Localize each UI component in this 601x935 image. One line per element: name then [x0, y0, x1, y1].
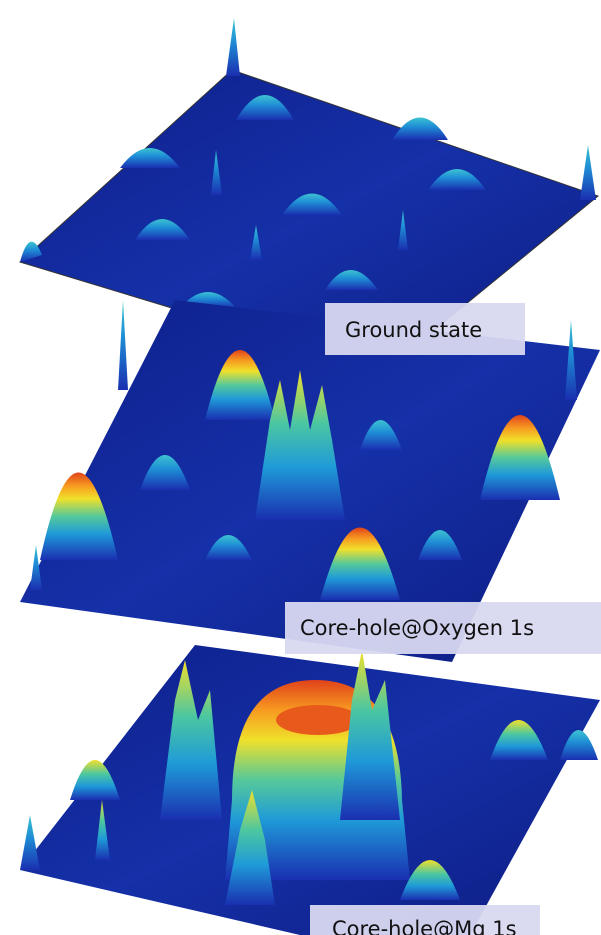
surface-plots: Ground state Core-hole@Oxygen 1s Core-ho… [0, 0, 601, 935]
label-mg: Core-hole@Mg 1s [332, 917, 517, 935]
label-oxygen: Core-hole@Oxygen 1s [300, 616, 534, 640]
figure: Ground state Core-hole@Oxygen 1s Core-ho… [0, 0, 601, 935]
label-ground: Ground state [345, 318, 482, 342]
panel-mg [20, 645, 600, 935]
